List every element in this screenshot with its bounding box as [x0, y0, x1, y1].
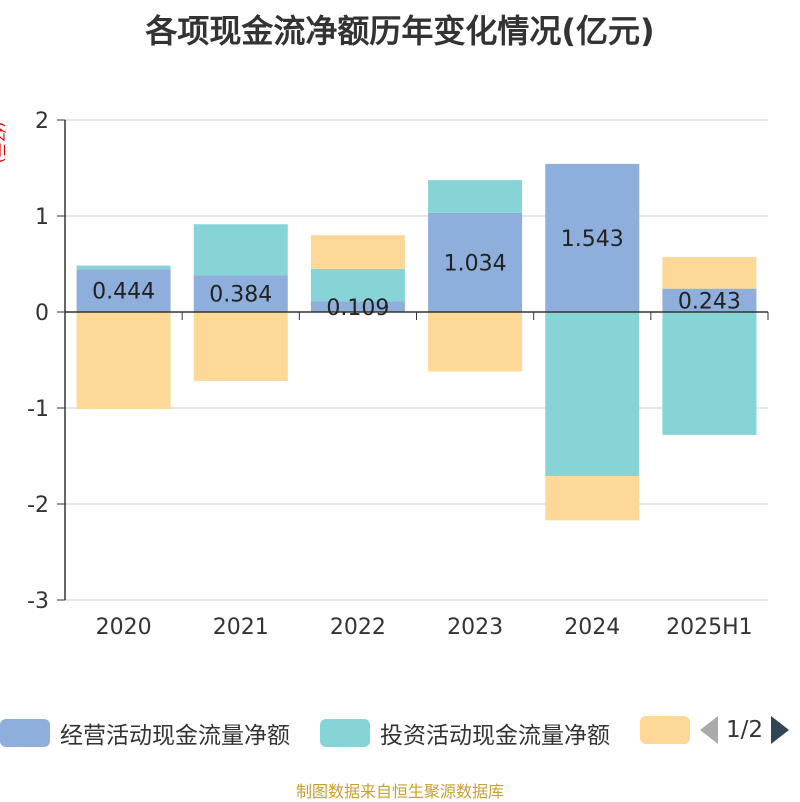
bar-2023-series-2: [428, 312, 523, 372]
y-tick-label: -1: [27, 397, 49, 422]
y-tick-label: 1: [35, 205, 49, 230]
bar-2020-series-1: [76, 265, 171, 270]
bar-2025H1-series-1: [662, 312, 757, 435]
bar-2023-series-1: [428, 180, 523, 213]
y-tick-label: -2: [27, 493, 49, 518]
data-label-2024: 1.543: [561, 227, 624, 252]
bar-2025H1-series-2: [662, 256, 757, 289]
chart-plot: 2 1 0 -1 -2 -3 2020 2021 2022 2023 2024 2025H1 0.44…: [27, 109, 769, 640]
x-tick-label-2020: 2020: [96, 615, 152, 640]
legend-label-investing: 投资活动现金流量净额: [380, 723, 610, 749]
axes: 2 1 0 -1 -2 -3 2020 2021 2022 2023 2024 2025H1: [27, 109, 769, 640]
data-labels: 0.444 0.384 0.109 1.034 1.543 0.243: [92, 227, 741, 321]
bar-2024-series-0: [545, 163, 640, 312]
bar-2021-series-0: [193, 275, 288, 312]
data-label-2025H1: 0.243: [678, 289, 741, 314]
data-label-2020: 0.444: [92, 280, 155, 305]
bar-2021-series-2: [193, 312, 288, 382]
x-tick-label-2022: 2022: [330, 615, 386, 640]
data-label-2023: 1.034: [444, 251, 507, 276]
legend-item-financing[interactable]: [640, 716, 690, 744]
legend-page-indicator: 1/2: [726, 717, 764, 743]
data-label-2022: 0.109: [326, 296, 389, 321]
bar-2021-series-1: [193, 224, 288, 276]
x-tick-label-2021: 2021: [213, 615, 269, 640]
legend: 经营活动现金流量净额 投资活动现金流量净额 1/2: [0, 716, 800, 752]
bar-2022-series-1: [310, 268, 405, 302]
data-label-2021: 0.384: [209, 283, 272, 308]
y-tick-label: -3: [27, 589, 49, 614]
y-tick-label: 0: [35, 301, 49, 326]
x-tick-label-2024: 2024: [564, 615, 620, 640]
bar-2025H1-series-0: [662, 288, 757, 312]
chart-title: 各项现金流净额历年变化情况(亿元): [145, 12, 655, 50]
x-tick-label-2023: 2023: [447, 615, 503, 640]
legend-swatch-operating: [0, 719, 50, 747]
bar-2020-series-2: [76, 312, 171, 409]
bar-2024-series-2: [545, 476, 640, 521]
legend-item-operating[interactable]: 经营活动现金流量净额: [0, 716, 290, 750]
source-footer: 制图数据来自恒生聚源数据库: [295, 782, 504, 801]
y-tick-label: 2: [35, 109, 49, 134]
bar-2022-series-0: [310, 301, 405, 312]
legend-swatch-investing: [320, 719, 370, 747]
bar-2022-series-2: [310, 235, 405, 269]
bar-2023-series-0: [428, 212, 523, 312]
next-page-icon[interactable]: [771, 716, 790, 744]
bars: [76, 163, 757, 521]
legend-pager: 1/2: [700, 716, 790, 744]
legend-label-operating: 经营活动现金流量净额: [60, 723, 290, 749]
legend-swatch-financing: [640, 716, 690, 744]
legend-item-investing[interactable]: 投资活动现金流量净额: [320, 716, 610, 750]
x-tick-label-2025H1: 2025H1: [666, 615, 753, 640]
bar-2024-series-1: [545, 312, 640, 477]
prev-page-icon[interactable]: [700, 716, 718, 744]
bar-2020-series-0: [76, 269, 171, 312]
